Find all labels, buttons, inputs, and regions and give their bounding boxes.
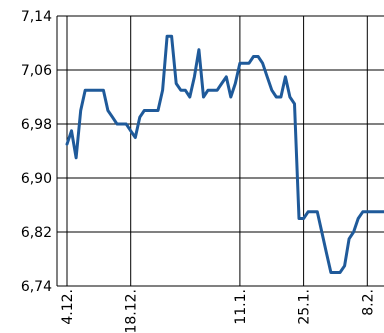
y-tick-label: 7,14 xyxy=(21,9,52,25)
y-tick-label: 6,98 xyxy=(21,117,52,133)
x-tick-label: 11.1. xyxy=(233,289,249,325)
y-tick-label: 6,90 xyxy=(21,171,52,187)
series-line xyxy=(65,34,384,274)
x-tick-label: 18.12. xyxy=(124,289,140,333)
x-tick-label: 4.12. xyxy=(60,289,76,325)
x-tick-label: 8.2. xyxy=(360,289,376,316)
y-tick-label: 6,82 xyxy=(21,225,52,241)
y-tick-label: 6,74 xyxy=(21,279,52,295)
x-tick-label: 25.1. xyxy=(297,289,313,325)
y-tick-label: 7,06 xyxy=(21,63,52,79)
